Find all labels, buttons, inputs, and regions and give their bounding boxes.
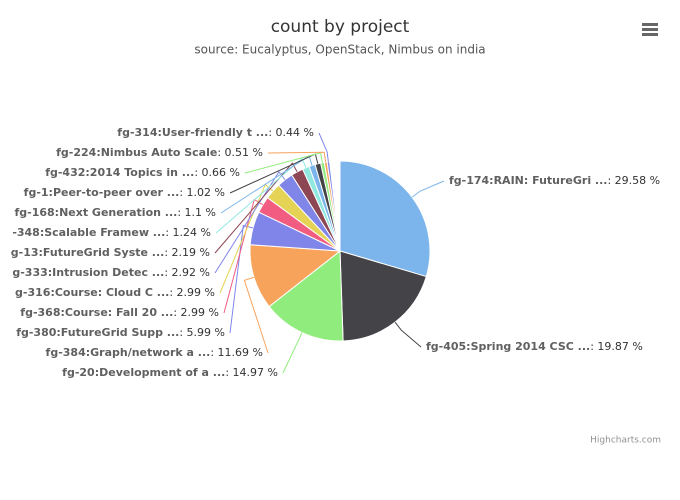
connector [229,224,254,334]
connector [243,276,269,354]
data-label: g-13:FutureGrid Syste ...: 2.19 % [11,246,210,259]
label-name: fg-224:Nimbus Auto Scale [56,146,217,159]
data-label: fg-174:RAIN: FutureGri ...: 29.58 % [449,174,660,187]
label-value: : 2.99 % [169,286,215,299]
label-value: : 0.51 % [217,146,263,159]
data-label: fg-224:Nimbus Auto Scale: 0.51 % [56,146,263,159]
connector [244,152,323,174]
connector [267,151,327,163]
label-value: : 14.97 % [225,366,278,379]
pie-slice [339,160,431,278]
label-value: : 0.66 % [194,166,240,179]
label-value: : 1.02 % [179,186,225,199]
data-label: g-333:Intrusion Detec ...: 2.92 % [12,266,210,279]
data-label: fg-405:Spring 2014 CSC ...: 19.87 % [426,340,643,353]
data-label: fg-384:Graph/network a ...: 11.69 % [46,346,263,359]
data-label: fg-380:FutureGrid Supp ...: 5.99 % [16,326,225,339]
data-label: fg-1:Peer-to-peer over ...: 1.02 % [24,186,225,199]
pie-slice [339,250,427,342]
label-name: -348:Scalable Framew ... [12,226,165,239]
connector [411,180,445,198]
pie-slice [268,249,344,342]
label-name: fg-380:FutureGrid Supp ... [16,326,179,339]
label-value: : 1.24 % [165,226,211,239]
label-name: fg-174:RAIN: FutureGri ... [449,174,607,187]
label-name: fg-368:Course: Fall 20 ... [20,306,173,319]
pie-slice [326,161,341,252]
data-label: fg-168:Next Generation ...: 1.1 % [14,206,216,219]
credits[interactable]: Highcharts.com [590,436,661,446]
label-value: : 2.92 % [164,266,210,279]
pie-slice [249,244,342,308]
label-name: g-316:Course: Cloud C ... [15,286,169,299]
connector [215,157,307,234]
label-value: : 2.19 % [164,246,210,259]
connector [214,170,286,274]
connector [394,321,422,348]
data-label: -348:Scalable Framew ...: 1.24 % [12,226,211,239]
label-value: : 0.44 % [268,126,314,139]
label-value: : 5.99 % [179,326,225,339]
label-name: fg-384:Graph/network a ... [46,346,211,359]
label-name: g-13:FutureGrid Syste ... [11,246,165,259]
label-name: fg-432:2014 Topics in ... [45,166,194,179]
label-value: : 11.69 % [210,346,263,359]
data-label: fg-432:2014 Topics in ...: 0.66 % [45,166,240,179]
connector [282,332,303,374]
connector [214,162,298,254]
data-label: fg-20:Development of a ...: 14.97 % [62,366,278,379]
label-name: fg-1:Peer-to-peer over ... [24,186,180,199]
label-name: fg-20:Development of a ... [62,366,225,379]
label-name: g-333:Intrusion Detec ... [12,266,164,279]
data-label: fg-314:User-friendly t ...: 0.44 % [117,126,314,139]
data-label: g-316:Course: Cloud C ...: 2.99 % [15,286,215,299]
menu-icon[interactable] [642,23,658,36]
label-value: : 19.87 % [590,340,643,353]
connector [318,132,329,162]
chart-title: count by project [271,17,410,37]
label-name: fg-168:Next Generation ... [14,206,177,219]
label-value: : 1.1 % [177,206,216,219]
label-value: : 29.58 % [607,174,660,187]
label-name: fg-405:Spring 2014 CSC ... [426,340,590,353]
label-value: : 2.99 % [173,306,219,319]
chart-subtitle: source: Eucalyptus, OpenStack, Nimbus on… [194,43,485,57]
data-label: fg-368:Course: Fall 20 ...: 2.99 % [20,306,219,319]
label-name: fg-314:User-friendly t ... [117,126,268,139]
menu-button[interactable] [638,18,662,40]
